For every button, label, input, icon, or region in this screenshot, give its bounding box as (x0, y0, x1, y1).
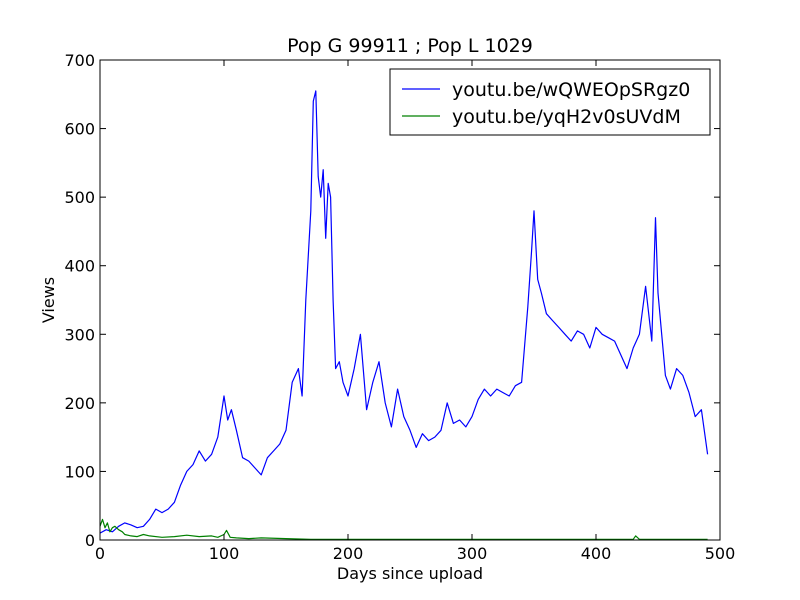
legend: youtu.be/wQWEOpSRgz0 youtu.be/yqH2v0sUVd… (389, 68, 711, 136)
x-tick-label: 100 (209, 544, 240, 563)
series-line-2 (99, 518, 708, 540)
x-axis-title: Days since upload (337, 564, 483, 583)
series-layer (99, 90, 709, 540)
legend-box (389, 68, 711, 136)
x-tick-label: 300 (457, 544, 488, 563)
plot-frame (99, 59, 721, 541)
legend-label-series-1: youtu.be/wQWEOpSRgz0 (452, 79, 690, 101)
x-tick-label: 400 (581, 544, 612, 563)
chart-title: Pop G 99911 ; Pop L 1029 (287, 35, 533, 57)
x-tick-label: 200 (333, 544, 364, 563)
legend-label-series-2: youtu.be/yqH2v0sUVdM (452, 106, 681, 128)
plot-area (100, 60, 720, 540)
y-tick-label: 100 (64, 462, 95, 481)
x-tick-label: 500 (705, 544, 736, 563)
x-tick-label: 0 (95, 544, 105, 563)
y-tick-label: 300 (64, 325, 95, 344)
y-tick-label: 600 (64, 120, 95, 139)
series-line-1 (99, 90, 709, 534)
y-axis-title: Views (39, 277, 58, 323)
y-tick-label: 500 (64, 188, 95, 207)
y-tick-label: 400 (64, 257, 95, 276)
tick-layer: 0 100 200 300 400 500 0 100 200 300 400 500 600 700 (64, 51, 735, 563)
y-tick-label: 0 (85, 531, 95, 550)
y-tick-label: 200 (64, 394, 95, 413)
y-tick-label: 700 (64, 51, 95, 70)
